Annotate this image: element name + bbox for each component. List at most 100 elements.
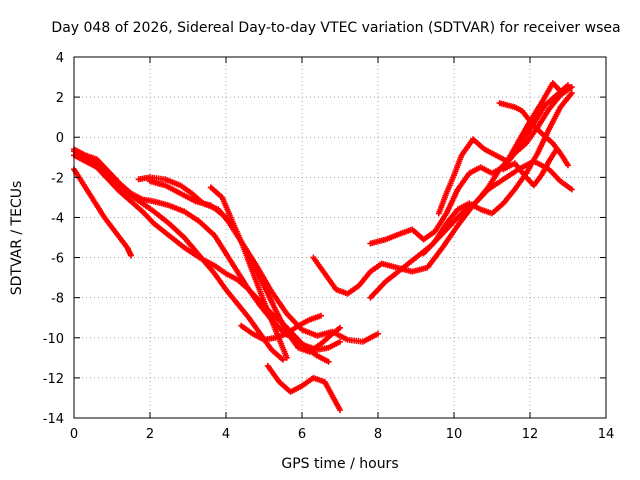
data-point (137, 178, 140, 181)
data-point (559, 89, 562, 93)
data-point (506, 160, 509, 163)
data-point (141, 210, 144, 213)
data-point (384, 280, 387, 283)
data-point (274, 328, 277, 331)
data-point (300, 328, 304, 331)
x-tick-label: 4 (222, 427, 230, 442)
data-point (433, 240, 437, 243)
data-point (95, 166, 99, 169)
data-point (540, 174, 543, 177)
data-point (323, 272, 326, 275)
data-point (426, 266, 429, 269)
series-5 (135, 174, 343, 355)
data-point (95, 158, 99, 161)
data-point (551, 81, 554, 85)
data-point (445, 192, 448, 195)
data-point (209, 186, 212, 189)
data-point (369, 242, 372, 245)
data-point (164, 178, 167, 181)
data-point (395, 266, 399, 269)
data-point (335, 288, 338, 291)
data-point (289, 390, 292, 394)
x-axis-ticks: 0 2 4 6 8 10 12 14 (70, 57, 614, 442)
data-point (319, 314, 323, 317)
data-point (107, 170, 110, 173)
data-point (152, 210, 155, 213)
data-point (293, 334, 296, 337)
data-point (297, 324, 300, 327)
data-point (506, 103, 509, 107)
data-point (456, 188, 459, 191)
data-point (369, 270, 372, 273)
series-6 (147, 178, 381, 345)
data-point (141, 202, 144, 205)
data-point (536, 152, 539, 155)
data-point (118, 190, 121, 193)
data-point (224, 252, 228, 255)
series-4 (71, 166, 134, 259)
series-8 (238, 312, 324, 343)
data-point (559, 105, 562, 109)
data-point (532, 184, 535, 187)
data-point (316, 334, 319, 337)
data-point (103, 216, 106, 219)
data-point (338, 408, 342, 412)
data-point (513, 105, 516, 109)
y-tick-label: -10 (43, 332, 64, 347)
data-point (399, 268, 402, 271)
data-point (559, 180, 562, 183)
data-point (141, 198, 144, 201)
data-point (129, 254, 133, 257)
data-point (285, 356, 288, 360)
series-7 (207, 184, 290, 361)
data-point (460, 212, 463, 215)
chart-title: Day 048 of 2026, Sidereal Day-to-day VTE… (51, 20, 621, 36)
data-point (224, 272, 228, 275)
data-point (559, 152, 562, 155)
y-tick-label: 0 (56, 131, 64, 146)
data-point (148, 180, 152, 183)
data-point (312, 256, 315, 259)
data-point (183, 236, 186, 239)
series-markers (71, 166, 134, 259)
data-point (213, 264, 216, 267)
data-point (198, 256, 201, 259)
data-point (513, 162, 516, 165)
data-point (270, 348, 273, 352)
y-tick-label: -4 (51, 211, 64, 226)
data-point (411, 228, 414, 231)
data-point (525, 176, 528, 179)
data-point (521, 140, 524, 143)
data-point (422, 252, 425, 255)
data-point (338, 326, 342, 329)
x-axis-label: GPS time / hours (281, 456, 399, 472)
data-point (487, 186, 490, 189)
data-point (262, 300, 266, 303)
y-tick-label: -12 (43, 372, 64, 387)
data-point (361, 340, 364, 343)
data-point (437, 212, 440, 215)
y-tick-label: -2 (51, 171, 64, 186)
data-point (566, 164, 570, 167)
data-point (316, 354, 319, 358)
data-point (445, 212, 448, 215)
data-point (183, 210, 186, 213)
data-point (433, 230, 437, 233)
data-point (152, 222, 155, 225)
data-point (95, 204, 99, 207)
data-point (262, 284, 266, 287)
data-point (399, 232, 402, 235)
grid-lines (74, 57, 606, 418)
x-tick-label: 0 (70, 427, 78, 442)
series-9 (264, 362, 343, 413)
plot-frame (73, 56, 607, 419)
y-tick-label: -8 (51, 292, 64, 307)
data-point (194, 200, 197, 203)
data-point (236, 302, 239, 305)
data-point (327, 346, 330, 350)
data-point (570, 91, 573, 95)
data-point (414, 256, 418, 259)
data-point (528, 119, 532, 123)
data-point (278, 380, 281, 384)
data-point (129, 200, 133, 203)
